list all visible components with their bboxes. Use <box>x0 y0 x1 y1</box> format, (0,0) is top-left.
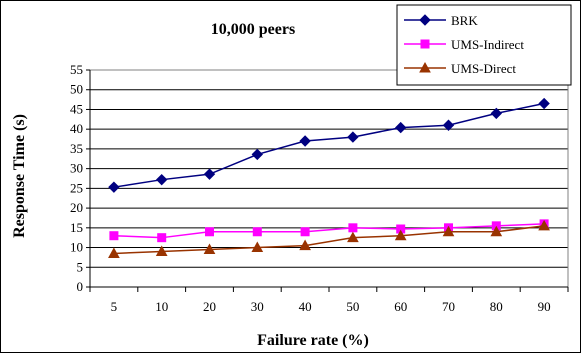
y-tick-label: 20 <box>70 200 83 215</box>
data-point <box>251 148 264 161</box>
data-point <box>538 97 550 110</box>
y-tick-label: 55 <box>70 62 83 77</box>
x-tick-label: 30 <box>251 299 264 314</box>
series-brk <box>108 97 550 193</box>
x-tick-label: 10 <box>155 299 168 314</box>
legend-entry: BRK <box>404 13 478 28</box>
legend: BRK UMS-Indirect UMS-Direct <box>396 4 572 86</box>
y-tick-label: 15 <box>70 220 83 235</box>
data-point <box>347 131 359 143</box>
x-tick-label: 70 <box>442 299 455 314</box>
legend-entry: UMS-Direct <box>404 61 516 76</box>
data-point <box>300 227 310 237</box>
data-point <box>205 227 214 237</box>
legend-marker <box>420 39 430 49</box>
data-point <box>442 225 455 237</box>
data-point <box>347 231 359 243</box>
x-tick-label: 40 <box>299 299 312 314</box>
legend-entry: UMS-Indirect <box>404 37 524 52</box>
series-line <box>113 102 545 188</box>
series-layer <box>108 97 550 258</box>
series-line <box>113 225 545 255</box>
y-tick-label: 25 <box>70 180 83 195</box>
data-point <box>490 225 503 237</box>
data-point <box>109 231 119 241</box>
x-axis-title: Failure rate (%) <box>257 332 369 349</box>
legend-label: BRK <box>451 13 478 28</box>
data-point <box>538 219 550 231</box>
data-point <box>203 243 216 255</box>
y-axis: 0 5 10 15 20 25 30 35 40 45 50 55 <box>70 62 90 294</box>
x-tick-label: 80 <box>490 299 503 314</box>
data-point <box>203 168 216 180</box>
legend-marker <box>419 61 431 73</box>
series-ums-direct <box>108 219 550 258</box>
data-point <box>490 107 503 120</box>
y-tick-label: 50 <box>70 82 83 97</box>
x-tick-label: 5 <box>111 299 118 314</box>
data-point <box>155 173 168 186</box>
data-point <box>394 121 407 134</box>
y-tick-label: 40 <box>70 121 83 136</box>
data-point <box>251 241 264 253</box>
y-tick-label: 0 <box>77 279 84 294</box>
x-tick-label: 20 <box>203 299 216 314</box>
data-point <box>252 227 262 237</box>
y-tick-label: 45 <box>70 101 83 116</box>
x-tick-label: 50 <box>346 299 359 314</box>
y-tick-label: 10 <box>70 240 83 255</box>
x-tick-label: 90 <box>538 299 551 314</box>
y-axis-title: Response Time (s) <box>11 114 28 238</box>
data-point <box>299 239 311 251</box>
data-point <box>442 119 455 131</box>
series-line <box>113 223 545 239</box>
legend-label: UMS-Indirect <box>451 37 524 52</box>
legend-marker <box>419 14 431 26</box>
chart-title: 10,000 peers <box>211 21 295 38</box>
data-point <box>157 233 167 243</box>
y-tick-label: 30 <box>70 161 83 176</box>
data-point <box>108 181 120 193</box>
data-point <box>348 223 358 233</box>
legend-label: UMS-Direct <box>451 61 516 76</box>
data-point <box>155 245 168 256</box>
grid <box>90 69 568 268</box>
data-point <box>299 135 311 147</box>
x-tick-label: 60 <box>394 299 407 314</box>
y-tick-label: 5 <box>77 259 84 274</box>
data-point <box>108 247 120 258</box>
data-point <box>394 229 407 241</box>
y-tick-label: 35 <box>70 141 83 156</box>
x-axis: 5 10 20 30 40 50 60 70 80 90 <box>89 287 569 314</box>
